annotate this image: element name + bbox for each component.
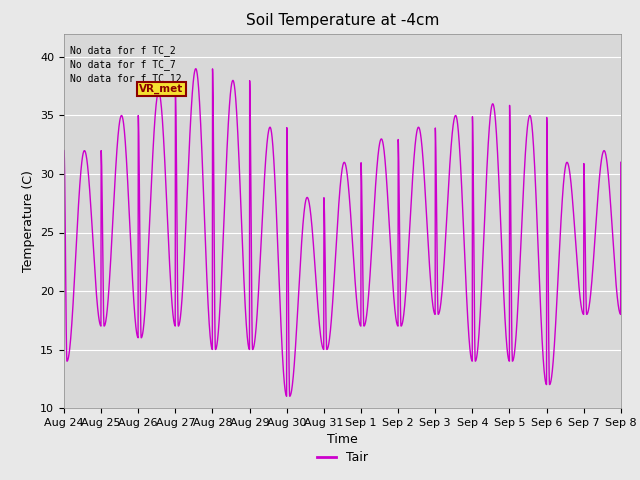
Text: VR_met: VR_met	[139, 84, 184, 94]
Text: No data for f TC_2
No data for f TC_7
No data for f TC_12: No data for f TC_2 No data for f TC_7 No…	[70, 45, 181, 84]
Legend: Tair: Tair	[312, 446, 372, 469]
Title: Soil Temperature at -4cm: Soil Temperature at -4cm	[246, 13, 439, 28]
Y-axis label: Temperature (C): Temperature (C)	[22, 170, 35, 272]
X-axis label: Time: Time	[327, 433, 358, 446]
